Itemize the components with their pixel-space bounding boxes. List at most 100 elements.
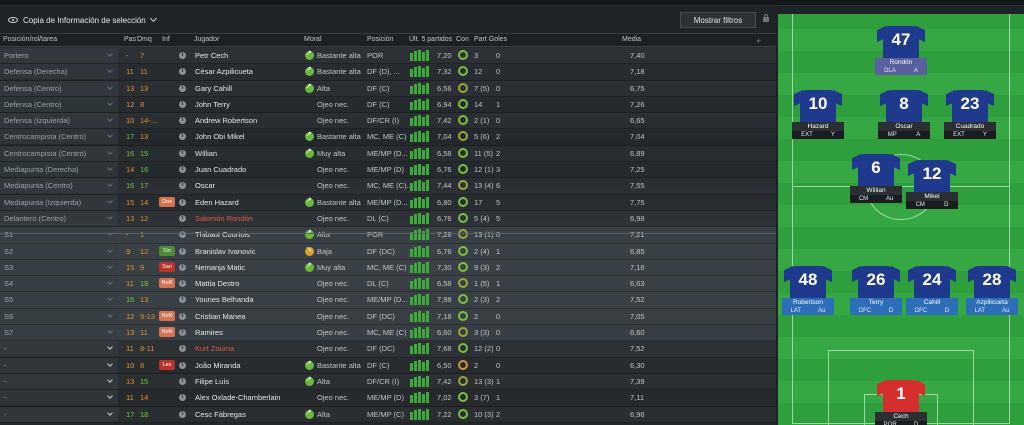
chevron-down-icon[interactable] (107, 279, 113, 285)
table-row[interactable]: S2 9 12 Sin i Branislav Ivanovic Baja DF… (0, 243, 776, 260)
col-pas[interactable]: Pas (124, 36, 137, 43)
info-icon[interactable]: i (179, 263, 186, 271)
player-name[interactable]: Mattia Destro (195, 279, 240, 289)
role-cell[interactable]: Centrocampista (Centro) (0, 129, 118, 145)
table-row[interactable]: S6 12 9-13 NoR i Cristian Manea Ojeo nec… (0, 308, 776, 326)
chevron-down-icon[interactable] (107, 67, 113, 74)
info-icon[interactable]: i (179, 68, 186, 76)
player-name[interactable]: Petr Cech (195, 51, 229, 60)
table-row[interactable]: Defensa (Centro) 12 8 i John Terry Ojeo … (0, 96, 776, 114)
info-icon[interactable]: i (179, 312, 186, 320)
player-name[interactable]: Ramires (195, 328, 223, 338)
role-cell[interactable]: S3 (0, 259, 118, 275)
table-row[interactable]: Defensa (Izquierda) 10 14-... i Andrew R… (0, 113, 776, 130)
col-player[interactable]: Jugador (194, 36, 220, 43)
chevron-down-icon[interactable] (107, 132, 113, 139)
chevron-down-icon[interactable] (107, 181, 113, 188)
chevron-down-icon[interactable] (107, 328, 113, 334)
role-cell[interactable]: Centrocampista (Centro) (0, 145, 118, 161)
role-cell[interactable]: - (0, 357, 118, 373)
table-row[interactable]: Portero - 7 i Petr Cech Bastante alta PO… (0, 48, 776, 65)
player-name[interactable]: Alex Oxlade-Chamberlain (195, 393, 281, 403)
chevron-down-icon[interactable] (107, 197, 113, 204)
chevron-down-icon[interactable] (107, 393, 113, 400)
table-row[interactable]: S4 11 18 NoR i Mattia Destro Ojeo nec. D… (0, 276, 776, 293)
chevron-down-icon[interactable] (107, 165, 113, 171)
col-role[interactable]: Posición/rol/tarea (3, 36, 58, 43)
table-row[interactable]: Centrocampista (Centro) 16 15 i Willian … (0, 145, 776, 163)
info-icon[interactable]: i (179, 100, 186, 108)
chevron-down-icon[interactable] (107, 51, 113, 57)
info-icon[interactable]: i (179, 296, 186, 304)
info-icon[interactable]: i (179, 149, 186, 157)
table-row[interactable]: Mediapunta (Derecha) 14 16 i Juan Cuadra… (0, 162, 776, 179)
player-name[interactable]: Kurt Zouma (195, 344, 235, 354)
player-name[interactable]: Cristian Manea (195, 311, 246, 321)
info-icon[interactable]: i (179, 280, 186, 288)
chevron-down-icon[interactable] (107, 360, 113, 367)
info-icon[interactable]: i (179, 377, 186, 385)
player-name[interactable]: Salomón Rondón (195, 213, 253, 223)
chevron-down-icon[interactable] (107, 116, 113, 123)
col-last5[interactable]: Últ. 5 partidos (409, 36, 453, 43)
player-marker[interactable]: 6 Willian CM Au (850, 154, 902, 214)
player-marker[interactable]: 24 Cahill DFC D (906, 266, 958, 326)
player-name[interactable]: Younes Belhanda (195, 295, 254, 305)
table-row[interactable]: - 17 18 i Cesc Fàbregas Alta ME/MP (C) 7… (0, 406, 776, 423)
player-name[interactable]: Thibaut Courtois (195, 230, 251, 240)
copy-selection-dropdown[interactable]: Copia de Información de selección (8, 13, 157, 27)
info-icon[interactable]: i (179, 247, 186, 255)
info-icon[interactable]: i (179, 214, 186, 222)
info-icon[interactable]: i (179, 133, 186, 141)
table-row[interactable]: Mediapunta (Izquierda) 15 14 Dos i Eden … (0, 194, 776, 211)
show-filters-button[interactable]: Mostrar filtros (680, 12, 756, 28)
info-icon[interactable]: i (179, 231, 186, 239)
col-media[interactable]: Media (622, 36, 642, 43)
table-row[interactable]: - 11 14 i Alex Oxlade-Chamberlain Ojeo n… (0, 390, 776, 407)
player-name[interactable]: Filipe Luís (195, 376, 230, 386)
role-cell[interactable]: S1 (0, 227, 118, 243)
player-marker[interactable]: 10 Hazard EXT Y (792, 90, 844, 150)
info-icon[interactable]: i (179, 198, 186, 206)
table-row[interactable]: - 10 8 Les i João Miranda Bastante alta … (0, 357, 776, 374)
chevron-down-icon[interactable] (107, 311, 113, 318)
table-row[interactable]: - 13 15 i Filipe Luís Alta DF/CR (I) 7,4… (0, 373, 776, 391)
info-icon[interactable]: i (179, 394, 186, 402)
col-part-goles[interactable]: Part Goles (474, 36, 508, 43)
chevron-down-icon[interactable] (107, 246, 113, 253)
chevron-down-icon[interactable] (107, 148, 113, 155)
role-cell[interactable]: Defensa (Izquierda) (0, 113, 118, 129)
role-cell[interactable]: - (0, 341, 118, 357)
info-icon[interactable]: i (179, 329, 186, 337)
col-position[interactable]: Posición (367, 36, 394, 43)
info-icon[interactable]: i (179, 361, 186, 369)
chevron-down-icon[interactable] (107, 83, 113, 90)
info-icon[interactable]: i (179, 52, 186, 59)
role-cell[interactable]: Mediapunta (Derecha) (0, 162, 118, 178)
col-dmq[interactable]: Dmq (137, 36, 152, 43)
role-cell[interactable]: S6 (0, 308, 118, 324)
lock-icon[interactable] (763, 14, 769, 22)
player-name[interactable]: César Azpilicueta (195, 67, 253, 77)
chevron-down-icon[interactable] (107, 295, 113, 302)
role-cell[interactable]: Mediapunta (Centro) (0, 178, 118, 194)
chevron-down-icon[interactable] (107, 377, 113, 383)
chevron-down-icon[interactable] (107, 100, 113, 106)
player-marker[interactable]: 23 Cuadrado EXT Y (944, 90, 996, 150)
role-cell[interactable]: - (0, 373, 118, 389)
player-name[interactable]: Andrew Robertson (195, 116, 258, 126)
info-icon[interactable]: i (179, 166, 186, 174)
player-name[interactable]: John Obi Mikel (195, 132, 245, 142)
table-row[interactable]: S1 - 1 i Thibaut Courtois Alta POR 7,28 … (0, 227, 776, 244)
col-inf[interactable]: Inf (162, 36, 170, 43)
player-marker[interactable]: 47 Rondón DLA A (875, 26, 927, 86)
info-icon[interactable]: i (179, 84, 186, 92)
chevron-down-icon[interactable] (107, 344, 113, 351)
player-marker[interactable]: 12 Mikel CM D (906, 160, 958, 220)
role-cell[interactable]: Portero (0, 48, 118, 63)
add-column-icon[interactable]: + (756, 36, 762, 46)
col-moral[interactable]: Moral (304, 36, 322, 43)
table-row[interactable]: S3 15 9 San i Nemanja Matic Muy alta MC,… (0, 259, 776, 277)
player-name[interactable]: Nemanja Matic (195, 262, 246, 272)
player-name[interactable]: John Terry (195, 99, 230, 109)
